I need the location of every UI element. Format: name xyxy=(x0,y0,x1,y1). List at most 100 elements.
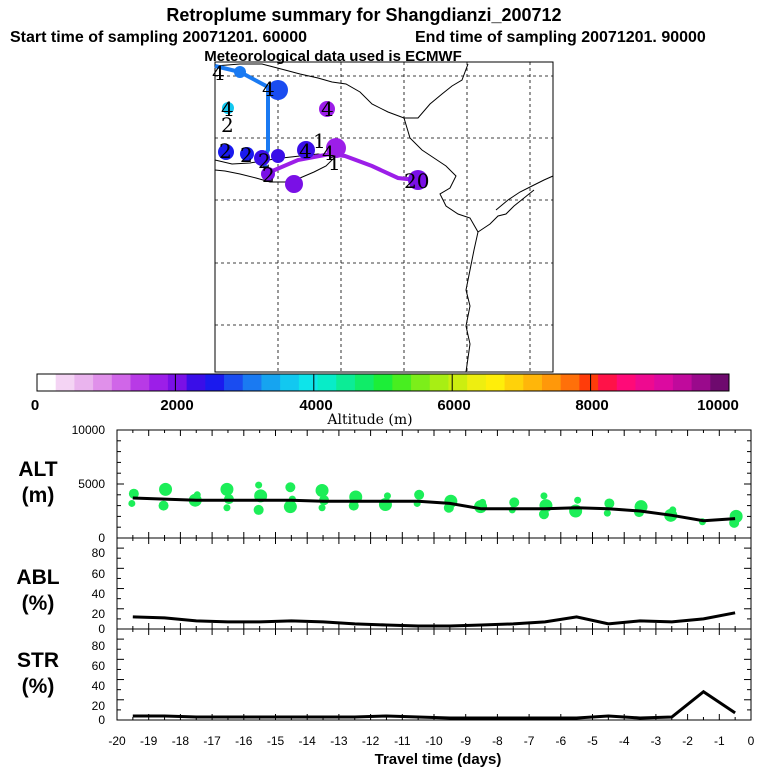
alt-scatter-point xyxy=(315,483,329,497)
colorbar-cells xyxy=(37,374,730,391)
colorbar-cell xyxy=(654,374,674,391)
colorbar-label: Altitude (m) xyxy=(326,412,412,428)
colorbar-frame xyxy=(36,373,730,392)
colorbar-tick: 4000 xyxy=(299,397,332,414)
map-grid xyxy=(215,62,553,372)
x-tick-label: 0 xyxy=(748,734,755,748)
colorbar-cell xyxy=(560,374,580,391)
colorbar-tick: 2000 xyxy=(160,397,193,414)
alt-scatter-point xyxy=(729,509,743,523)
alt-scatter-point xyxy=(283,500,297,514)
cluster-label: 2 xyxy=(240,143,253,167)
colorbar-cell xyxy=(317,374,337,391)
alt-scatter-point xyxy=(509,497,520,508)
colorbar-cell xyxy=(448,374,468,391)
x-tick-label: -5 xyxy=(587,734,598,748)
colorbar-cell xyxy=(691,374,711,391)
colorbar-cell xyxy=(523,374,543,391)
colorbar-cell xyxy=(373,374,393,391)
cluster-marker xyxy=(261,167,275,181)
alt-scatter-point xyxy=(193,491,201,499)
alt-scatter-point xyxy=(603,509,611,517)
cluster-marker xyxy=(218,144,234,160)
cluster-marker xyxy=(408,170,428,190)
alt-scatter-point xyxy=(414,489,425,500)
cluster-label: 4 xyxy=(262,77,275,101)
colorbar-cell xyxy=(130,374,150,391)
str-ytick: 40 xyxy=(92,679,106,693)
str-axis-ticks xyxy=(116,628,752,721)
alt-scatter-point xyxy=(158,500,169,511)
cluster-marker xyxy=(326,138,346,158)
cluster-marker xyxy=(240,147,254,161)
cluster-marker xyxy=(285,175,303,193)
cluster-marker xyxy=(319,101,335,117)
colorbar-cell xyxy=(336,374,356,391)
alt-ytick: 5000 xyxy=(78,477,105,491)
colorbar-cell xyxy=(280,374,300,391)
alt-scatter-point xyxy=(604,498,615,509)
x-axis-label: Travel time (days) xyxy=(375,751,502,768)
colorbar-cell xyxy=(616,374,636,391)
x-tick-label: -2 xyxy=(682,734,693,748)
cluster-marker xyxy=(271,149,285,163)
colorbar-tick: 8000 xyxy=(575,397,608,414)
alt-panel: ALT (m) 10000 5000 0 xyxy=(18,423,752,545)
cluster-label: 2 xyxy=(258,149,271,173)
colorbar-major-lines xyxy=(174,374,592,391)
alt-plot-frame xyxy=(116,429,752,539)
alt-scatter-point xyxy=(540,492,548,500)
cluster-label: 4 xyxy=(322,141,335,165)
cluster-marker xyxy=(297,141,315,159)
abl-ylabel-line2: (%) xyxy=(22,592,55,615)
x-tick-label: -3 xyxy=(651,734,662,748)
colorbar-tick: 0 xyxy=(31,397,39,414)
abl-line xyxy=(132,611,736,628)
x-tick-label: -8 xyxy=(492,734,503,748)
colorbar-cell xyxy=(149,374,169,391)
colorbar-cell xyxy=(74,374,94,391)
cluster-label: 2 xyxy=(221,113,234,137)
colorbar-cell xyxy=(672,374,693,391)
colorbar-cell xyxy=(467,374,487,391)
colorbar-cell xyxy=(579,374,599,391)
str-ytick: 20 xyxy=(92,699,106,713)
colorbar-cell xyxy=(541,374,562,391)
x-tick-label: -12 xyxy=(362,734,380,748)
colorbar-cell xyxy=(37,374,57,391)
alt-scatter-point xyxy=(128,499,136,507)
cluster-label: 4 xyxy=(299,139,312,163)
colorbar-cell xyxy=(710,374,730,391)
colorbar-cell xyxy=(261,374,281,391)
alt-scatter-point xyxy=(285,482,296,493)
alt-scatter-point xyxy=(479,498,487,506)
x-tick-label: -13 xyxy=(330,734,348,748)
abl-ylabel-line1: ABL xyxy=(16,566,59,589)
abl-ytick: 80 xyxy=(92,546,106,560)
colorbar-cell xyxy=(598,374,618,391)
x-tick-label: -7 xyxy=(524,734,535,748)
cluster-label: 20 xyxy=(404,169,429,193)
x-tick-label: -9 xyxy=(460,734,471,748)
abl-ytick: 60 xyxy=(92,567,106,581)
colorbar-cell xyxy=(635,374,655,391)
colorbar-cell xyxy=(485,374,506,391)
str-panel: STR (%) 80 60 40 20 0 xyxy=(17,628,752,727)
alt-scatter-point xyxy=(255,481,263,489)
x-tick-label: -1 xyxy=(714,734,725,748)
cluster-label: 1 xyxy=(328,151,341,175)
alt-scatter-point xyxy=(159,482,173,496)
x-tick-label: -17 xyxy=(203,734,221,748)
coastline xyxy=(214,63,554,373)
alt-scatter-point xyxy=(574,496,582,504)
abl-ytick: 40 xyxy=(92,587,106,601)
cluster-label: 4 xyxy=(321,97,334,121)
colorbar-tick: 10000 xyxy=(697,397,739,414)
x-tick-label: -14 xyxy=(299,734,317,748)
abl-ytick: 20 xyxy=(92,607,106,621)
map-panel: 4 4 4 2 4 4 1 2 1 4 2 2 2 20 xyxy=(212,61,554,373)
altitude-colorbar: 0 2000 4000 6000 8000 10000 Altitude (m) xyxy=(31,373,739,428)
colorbar-cell xyxy=(298,374,319,391)
x-tick-label: -6 xyxy=(555,734,566,748)
